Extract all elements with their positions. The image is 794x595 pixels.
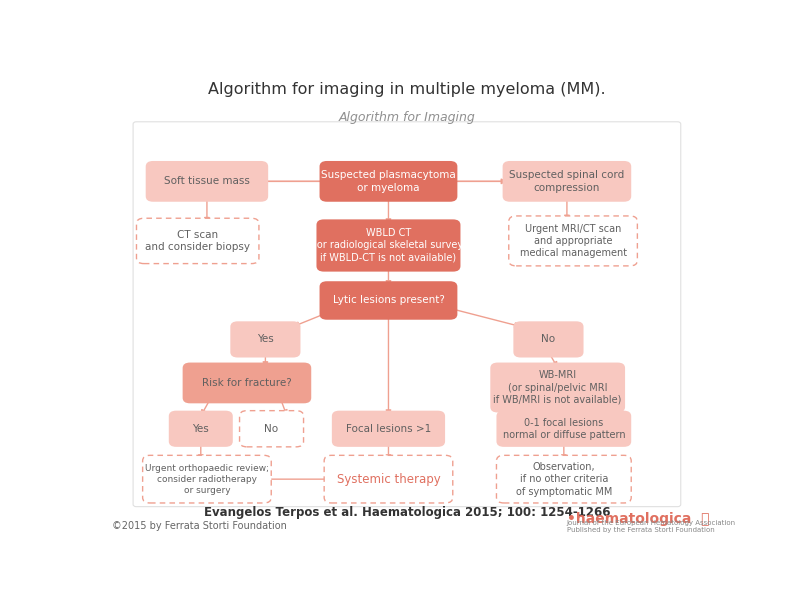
Text: Yes: Yes xyxy=(257,334,274,345)
Text: Journal of the European Hematology Association
Published by the Ferrata Storti F: Journal of the European Hematology Assoc… xyxy=(567,520,736,533)
Text: Lytic lesions present?: Lytic lesions present? xyxy=(333,296,445,305)
FancyBboxPatch shape xyxy=(146,161,268,202)
FancyBboxPatch shape xyxy=(491,362,625,412)
Text: Evangelos Terpos et al. Haematologica 2015; 100: 1254-1266: Evangelos Terpos et al. Haematologica 20… xyxy=(204,506,611,519)
FancyBboxPatch shape xyxy=(319,161,457,202)
Text: Yes: Yes xyxy=(192,424,209,434)
Text: ©2015 by Ferrata Storti Foundation: ©2015 by Ferrata Storti Foundation xyxy=(111,521,287,531)
Text: WBLD CT
(or radiological skeletal survey
if WBLD-CT is not available): WBLD CT (or radiological skeletal survey… xyxy=(314,228,464,263)
Text: No: No xyxy=(542,334,556,345)
FancyBboxPatch shape xyxy=(137,218,259,264)
FancyBboxPatch shape xyxy=(240,411,303,447)
Text: Focal lesions >1: Focal lesions >1 xyxy=(346,424,431,434)
FancyBboxPatch shape xyxy=(143,455,272,503)
FancyBboxPatch shape xyxy=(496,411,631,447)
FancyBboxPatch shape xyxy=(183,362,311,403)
Text: Soft tissue mass: Soft tissue mass xyxy=(164,176,250,186)
FancyBboxPatch shape xyxy=(496,455,631,503)
FancyBboxPatch shape xyxy=(230,321,300,358)
FancyBboxPatch shape xyxy=(324,455,453,503)
Text: •haematologica  🐟: •haematologica 🐟 xyxy=(567,512,709,527)
Text: Suspected plasmacytoma
or myeloma: Suspected plasmacytoma or myeloma xyxy=(321,170,456,193)
Text: Systemic therapy: Systemic therapy xyxy=(337,472,441,486)
Text: WB-MRI
(or spinal/pelvic MRI
if WB/MRI is not available): WB-MRI (or spinal/pelvic MRI if WB/MRI i… xyxy=(494,370,622,405)
Text: Observation,
if no other criteria
of symptomatic MM: Observation, if no other criteria of sym… xyxy=(515,462,612,497)
FancyBboxPatch shape xyxy=(332,411,445,447)
Text: Suspected spinal cord
compression: Suspected spinal cord compression xyxy=(509,170,625,193)
Text: Risk for fracture?: Risk for fracture? xyxy=(202,378,292,388)
Text: CT scan
and consider biopsy: CT scan and consider biopsy xyxy=(145,230,250,252)
Text: Algorithm for imaging in multiple myeloma (MM).: Algorithm for imaging in multiple myelom… xyxy=(208,82,606,97)
Text: Urgent orthopaedic review;
consider radiotherapy
or surgery: Urgent orthopaedic review; consider radi… xyxy=(145,464,269,495)
Text: Urgent MRI/CT scan
and appropriate
medical management: Urgent MRI/CT scan and appropriate medic… xyxy=(519,224,626,258)
Text: No: No xyxy=(264,424,279,434)
FancyBboxPatch shape xyxy=(317,220,461,271)
FancyBboxPatch shape xyxy=(503,161,631,202)
FancyBboxPatch shape xyxy=(319,281,457,320)
FancyBboxPatch shape xyxy=(169,411,233,447)
Text: Algorithm for Imaging: Algorithm for Imaging xyxy=(338,111,476,124)
Text: 0-1 focal lesions
normal or diffuse pattern: 0-1 focal lesions normal or diffuse patt… xyxy=(503,418,625,440)
FancyBboxPatch shape xyxy=(514,321,584,358)
FancyBboxPatch shape xyxy=(509,216,638,266)
